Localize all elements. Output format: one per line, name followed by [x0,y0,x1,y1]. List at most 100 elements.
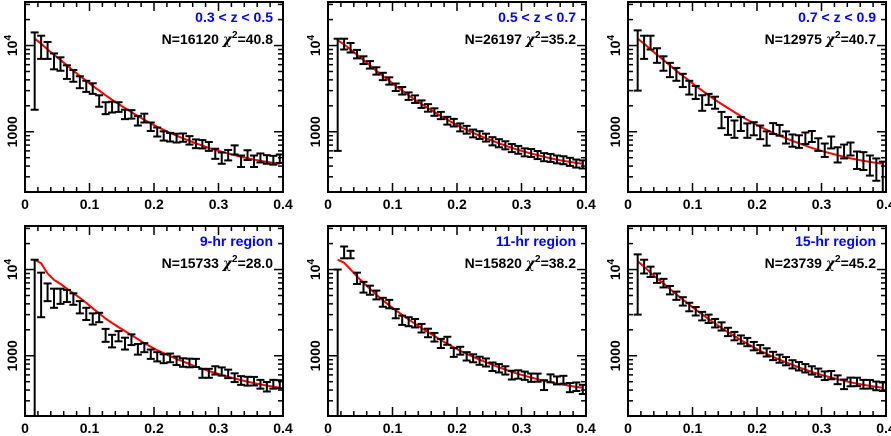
error-bar [62,64,71,80]
panel-title: 15-hr region [795,233,876,249]
error-bar [146,348,155,360]
error-bar [43,40,52,60]
panel-2: 0 0.1 0.2 0.3 0.4 104 1000 0.5 < z < 0.7 N=26197… [306,1,596,212]
error-bar [482,132,491,143]
error-bar [237,154,246,168]
chi-symbol: χ [525,32,536,48]
error-bar [501,140,510,151]
error-bar [114,101,123,113]
error-bar [127,109,136,120]
error-bar [846,141,855,157]
chi-value: =45.2 [841,255,877,271]
error-bar [646,34,655,51]
error-bar [859,151,868,171]
error-bar [249,375,258,387]
y-tick-base: 10 [4,40,20,56]
x-tick-label: 0 [21,196,29,212]
error-bar [723,326,732,338]
error-bar [365,60,374,70]
error-bar [346,249,355,260]
error-bar [546,152,555,163]
x-tick-label: 0.2 [144,196,164,212]
x-tick-label: 0 [324,420,332,436]
error-bar [756,344,765,355]
error-bar [456,345,465,356]
error-bar [436,337,445,349]
error-bar [391,308,400,320]
error-bar [685,301,694,313]
error-bar [711,95,720,110]
error-bar [449,346,458,358]
error-bar [717,321,726,332]
error-bar [249,154,258,168]
error-bar [95,311,104,324]
fit-curve [637,260,883,389]
fit-curve [337,39,583,165]
x-tick-label: 0 [624,420,632,436]
error-bar [749,340,758,352]
error-bar [430,331,439,343]
error-bar [95,94,104,108]
error-bar [372,289,381,301]
error-bar [672,290,681,301]
error-bar [665,61,674,79]
error-bar [333,37,342,152]
error-bar [678,296,687,307]
error-bar [456,122,465,133]
error-bar [520,370,529,381]
panel-title: 9-hr region [200,233,273,249]
error-bar [514,144,523,155]
error-bar [449,117,458,128]
error-bar [211,147,220,160]
error-bar [782,356,791,367]
error-bar [514,369,523,380]
y-tick-label: 104 [606,35,623,57]
error-bar [469,128,478,139]
chi-exponent: 2 [232,254,238,265]
chi-exponent: 2 [535,254,541,265]
sample-size: N=15733 [162,255,223,271]
error-bar [475,130,484,140]
chi-value: =35.2 [541,31,577,47]
error-bar [769,350,778,362]
x-tick-label: 0.4 [273,196,293,212]
error-bar [417,99,426,109]
panel-stats: N=16120 χ2=40.8 [162,30,274,48]
y-tick-base: 1000 [307,340,323,371]
error-bar [462,124,471,135]
error-bar [82,79,91,93]
y-tick-base: 10 [607,264,623,280]
y-tick-label: 1000 [4,340,20,371]
x-tick-label: 0.3 [209,420,229,436]
y-tick-label: 1000 [4,116,20,147]
error-bar [398,86,407,96]
panel-title: 0.3 < z < 0.5 [195,9,273,25]
error-bar [833,374,842,386]
y-tick-label: 104 [606,259,623,281]
error-bar [672,66,681,82]
error-bar [488,361,497,373]
error-bar [230,372,239,384]
error-bar [224,148,233,162]
error-bar [50,52,59,71]
error-bar [443,115,452,126]
x-tick-label: 0.3 [512,196,532,212]
error-bar [646,265,655,278]
panel-1: 0 0.1 0.2 0.3 0.4 104 1000 0.3 < z < 0.5 N=16120… [3,1,293,212]
y-tick-label: 1000 [607,116,623,147]
fit-curve [337,258,583,389]
error-bar [443,335,452,346]
error-bar [572,381,581,392]
error-bar [469,353,478,364]
y-tick-label: 1000 [307,340,323,371]
error-bar [204,141,213,152]
error-bar [814,367,823,378]
error-bar [814,137,823,152]
y-tick-exponent: 4 [306,35,317,41]
error-bar [127,333,136,347]
error-bar [436,110,445,121]
error-bar [430,107,439,117]
error-bar [346,42,355,54]
error-bar [423,103,432,113]
